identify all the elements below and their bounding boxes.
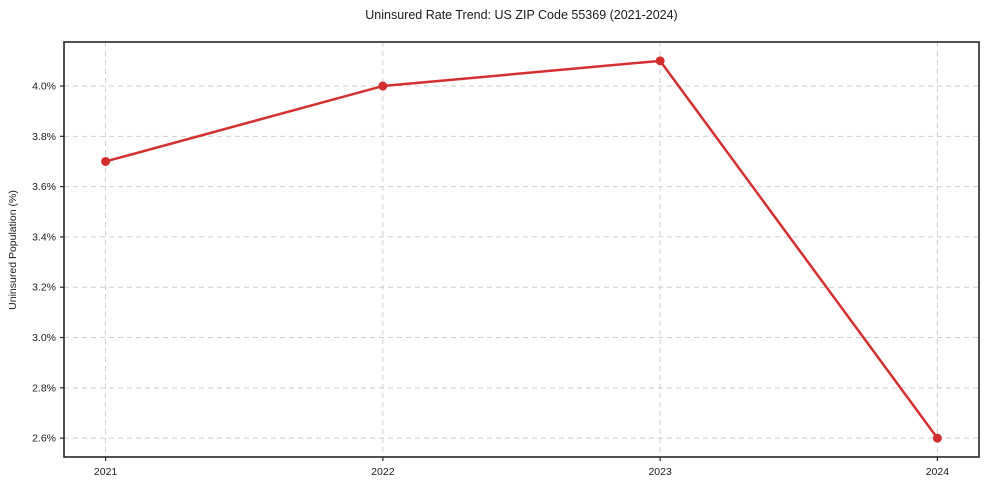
y-tick-label: 3.0% (32, 332, 56, 344)
y-tick-label: 2.8% (32, 382, 56, 394)
y-tick-label: 4.0% (32, 81, 56, 93)
data-point-marker (101, 156, 111, 166)
chart-title: Uninsured Rate Trend: US ZIP Code 55369 … (365, 8, 678, 22)
plot-border (63, 41, 980, 458)
y-tick-label: 3.6% (32, 181, 56, 193)
y-tick-label: 3.2% (32, 282, 56, 294)
x-tick-label: 2024 (926, 466, 950, 478)
trend-line (104, 59, 939, 440)
x-tick-label: 2021 (94, 466, 118, 478)
data-point-marker (932, 433, 942, 443)
y-tick-label: 3.4% (32, 231, 56, 243)
x-tick-label: 2023 (648, 466, 672, 478)
y-tick-label: 2.6% (32, 433, 56, 445)
y-tick-label: 3.8% (32, 131, 56, 143)
data-point-marker (655, 56, 665, 66)
x-tick-label: 2022 (371, 466, 395, 478)
data-point-marker (378, 81, 388, 91)
